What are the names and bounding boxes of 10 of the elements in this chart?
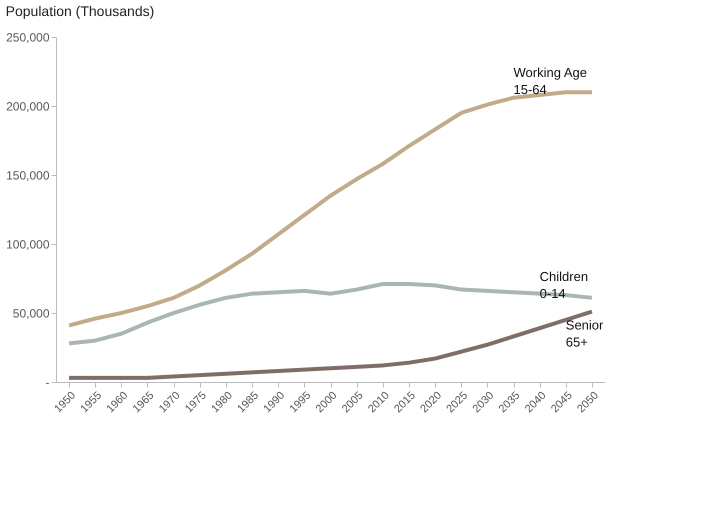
series-label: Senior 65+ xyxy=(566,318,604,350)
chart-title: Population (Thousands) xyxy=(6,3,154,19)
y-tick-label: 50,000 xyxy=(12,306,50,320)
y-tick-label: 100,000 xyxy=(6,238,50,252)
series-label: Children 0-14 xyxy=(540,268,588,301)
y-tick-label: - xyxy=(46,376,50,390)
y-tick-label: 200,000 xyxy=(6,100,50,114)
y-tick-label: 250,000 xyxy=(6,30,50,44)
y-tick-label: 150,000 xyxy=(6,168,50,182)
series-label: Working Age 15-64 xyxy=(514,65,587,98)
